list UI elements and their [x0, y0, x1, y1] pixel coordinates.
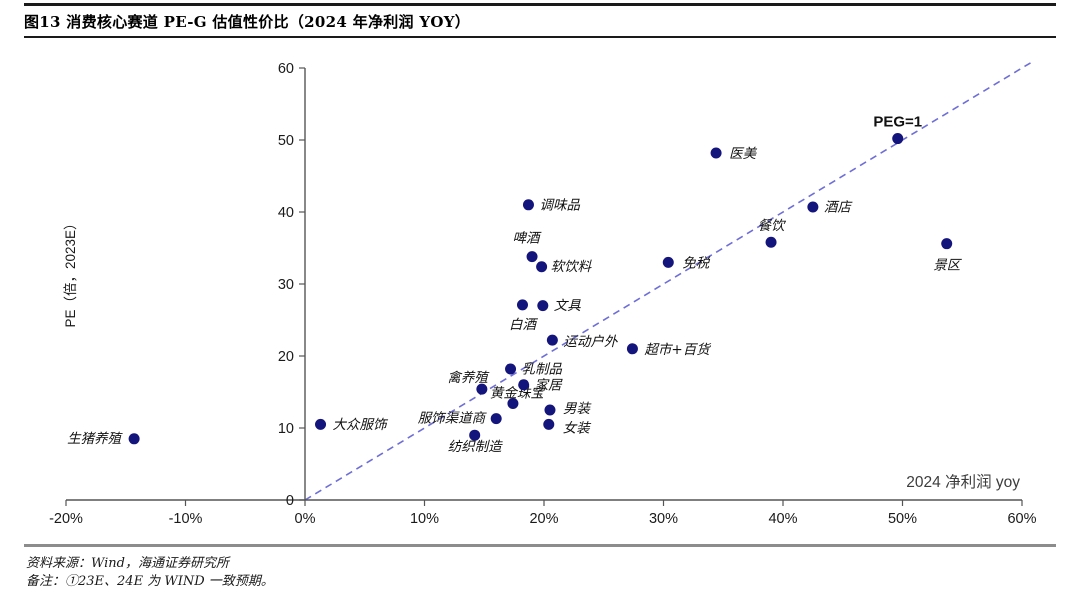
data-point [807, 201, 819, 213]
data-point-label: 白酒 [509, 317, 539, 333]
y-tick-label: 60 [278, 61, 294, 77]
data-point-label: 免税 [682, 255, 711, 271]
data-point-label: 调味品 [539, 197, 580, 213]
peg-scatter-chart: 0 10 20 30 40 50 60 -20% -10% 0% 10% 20% 30% 40% 50% 60… [49, 60, 1037, 527]
data-point [544, 404, 556, 416]
data-point-label: 生猪养殖 [67, 431, 123, 447]
data-point-label: 酒店 [824, 199, 854, 215]
x-axis-title: 2024 净利润 yoy [906, 473, 1020, 491]
data-point-label: 大众服饰 [333, 417, 389, 433]
data-point-label: 乳制品 [522, 361, 563, 377]
x-tick-label: 20% [529, 511, 558, 527]
x-tick-label: 60% [1007, 511, 1036, 527]
data-point [490, 413, 502, 425]
data-point [507, 398, 519, 410]
data-point [315, 418, 327, 430]
footer-divider [24, 544, 1056, 547]
y-tick-label: 0 [286, 493, 294, 509]
data-point-label: 医美 [729, 146, 757, 162]
data-point-label: 服饰渠道商 [418, 411, 488, 427]
data-point [469, 429, 481, 441]
data-point [662, 256, 674, 268]
data-point [536, 261, 548, 273]
data-point [543, 418, 555, 430]
data-point [505, 363, 517, 375]
data-point-label: 男装 [563, 401, 592, 417]
x-tick-label: -10% [169, 511, 203, 527]
x-tick-label: -20% [49, 511, 83, 527]
data-point-label: 啤酒 [513, 231, 542, 247]
data-point [476, 383, 488, 395]
data-point [710, 147, 722, 159]
data-point-label: 景区 [933, 258, 962, 274]
data-point [892, 133, 904, 145]
y-axis-title: PE（倍，2023E） [63, 216, 78, 327]
data-point [941, 238, 953, 250]
peg-line-label: PEG=1 [873, 114, 922, 131]
y-tick-label: 30 [278, 277, 294, 293]
y-tick-label: 40 [278, 205, 294, 221]
y-tick-label: 20 [278, 349, 294, 365]
data-point-label: 超市+百货 [644, 342, 711, 358]
data-point-label: 餐饮 [758, 218, 787, 234]
peg-reference-line [304, 60, 1035, 501]
y-tick-label: 10 [278, 421, 294, 437]
top-divider [24, 3, 1056, 6]
x-tick-label: 40% [768, 511, 797, 527]
x-tick-label: 30% [649, 511, 678, 527]
data-point-label: 禽养殖 [447, 370, 490, 386]
x-tick-label: 10% [410, 511, 439, 527]
data-point [537, 300, 549, 312]
remark-note: 备注：①23E、24E 为 WIND 一致预期。 [26, 574, 274, 589]
data-point-label: 女装 [563, 420, 592, 436]
x-tick-label: 50% [888, 511, 917, 527]
data-point [765, 236, 777, 248]
data-point [128, 433, 140, 445]
chart-title: 图13 消费核心赛道 PE-G 估值性价比（2024 年净利润 YOY） [24, 13, 471, 31]
data-point-label: 纺织制造 [448, 439, 503, 455]
data-point-label: 黄金珠宝 [490, 386, 545, 402]
title-divider [24, 36, 1056, 38]
data-point-label: 运动户外 [563, 334, 618, 350]
data-point [516, 299, 528, 311]
data-point [626, 343, 638, 355]
data-point-label: 软饮料 [551, 259, 593, 275]
source-note: 资料来源：Wind，海通证券研究所 [26, 556, 229, 571]
data-point-label: 文具 [554, 298, 581, 314]
data-point-label: 家居 [535, 377, 563, 393]
data-point [526, 251, 538, 263]
data-point [546, 334, 558, 346]
x-tick-label: 0% [295, 511, 316, 527]
data-point [522, 199, 534, 211]
y-tick-label: 50 [278, 133, 294, 149]
data-point [518, 379, 530, 391]
